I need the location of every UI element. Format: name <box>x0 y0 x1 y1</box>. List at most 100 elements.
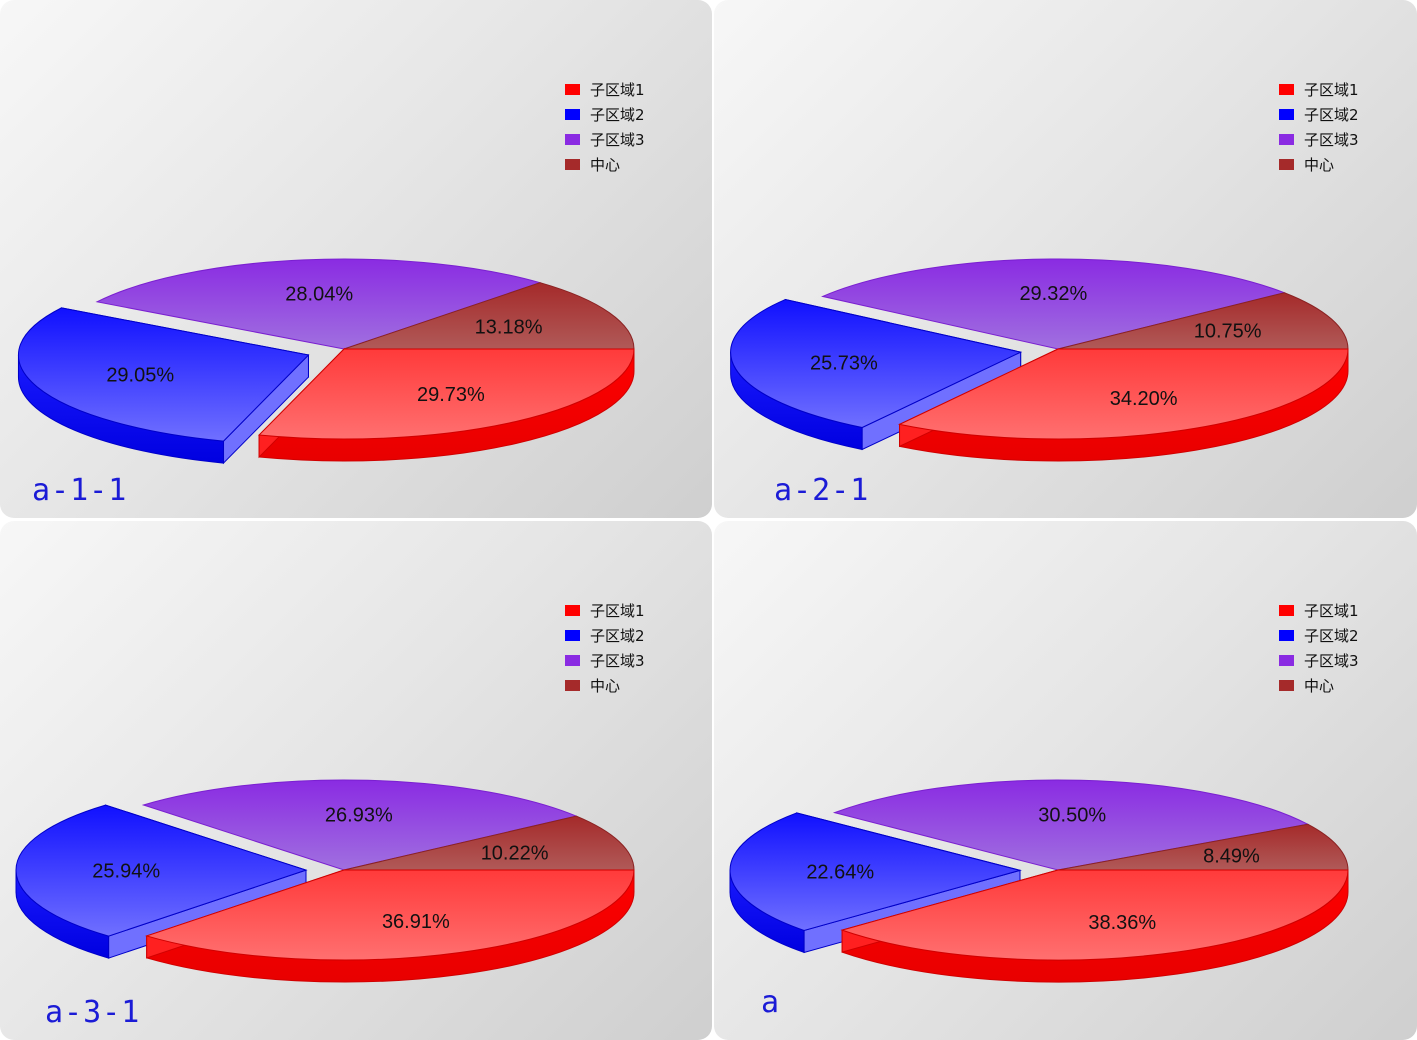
pie-slice-top <box>18 307 310 442</box>
chart-legend: 子区域1 子区域2 子区域3 中心 <box>565 77 645 177</box>
legend-item: 子区域3 <box>1279 648 1359 673</box>
legend-swatch <box>565 134 580 145</box>
legend-label: 中心 <box>1304 156 1335 174</box>
pie-slice-top <box>95 258 542 350</box>
legend-item: 子区域3 <box>1279 127 1359 152</box>
pie-slice-top <box>729 812 1022 931</box>
pie-slice-4 <box>1057 823 1349 871</box>
data-label: 29.05% <box>106 365 174 387</box>
pie-slices <box>15 779 635 983</box>
data-label: 36.91% <box>382 911 450 933</box>
legend-swatch <box>1279 134 1294 145</box>
pie-slice-top <box>343 815 635 871</box>
pie-slice-2 <box>17 307 310 465</box>
pie-slice-1 <box>257 347 635 462</box>
pie-slice-4 <box>343 815 635 871</box>
legend-item: 子区域1 <box>1279 77 1359 102</box>
data-label: 28.04% <box>285 284 353 306</box>
data-label: 22.64% <box>806 861 874 883</box>
legend-swatch <box>1279 630 1294 641</box>
pie-slice-top <box>343 282 635 350</box>
legend-item: 子区域1 <box>565 598 645 623</box>
data-label: 13.18% <box>475 317 543 339</box>
chart-title: a-1-1 <box>32 473 128 508</box>
pie-slice-top <box>821 258 1286 350</box>
pie-chart-2: 29.32% 10.75% 25.73% 34.20% <box>730 258 1349 462</box>
pie-slice-top <box>15 804 308 937</box>
chart-title: a-2-1 <box>774 473 870 508</box>
legend-label: 子区域1 <box>590 81 645 99</box>
legend-item: 子区域2 <box>1279 623 1359 648</box>
legend-item: 中心 <box>565 673 645 698</box>
pie-chart-1: 28.04% 13.18% 29.05% 29.73% <box>17 258 635 465</box>
pie-chart-panel-4: 30.50% 8.49% 22.64% 38.36% 子区域1 子区域2 子区域3 中… <box>714 521 1417 1040</box>
legend-item: 子区域1 <box>565 77 645 102</box>
legend-item: 中心 <box>1279 673 1359 698</box>
pie-slice-1 <box>144 869 635 983</box>
legend-label: 中心 <box>590 156 621 174</box>
legend-swatch <box>565 630 580 641</box>
pie-slice-4 <box>343 282 635 350</box>
legend-label: 子区域2 <box>1304 106 1359 124</box>
legend-item: 中心 <box>1279 152 1359 177</box>
pie-chart-panel-1: 28.04% 13.18% 29.05% 29.73% 子区域1 子区域2 子区域3 … <box>0 0 712 518</box>
chart-legend: 子区域1 子区域2 子区域3 中心 <box>1279 598 1359 698</box>
pie-chart-4: 30.50% 8.49% 22.64% 38.36% <box>729 779 1349 983</box>
data-label: 38.36% <box>1088 912 1156 934</box>
legend-label: 中心 <box>1304 677 1335 695</box>
chart-title: a-3-1 <box>45 995 141 1030</box>
legend-label: 子区域3 <box>590 131 645 149</box>
pie-slice-3 <box>141 779 578 871</box>
legend-swatch <box>565 109 580 120</box>
legend-swatch <box>565 159 580 170</box>
legend-label: 子区域2 <box>1304 627 1359 645</box>
legend-label: 子区域1 <box>590 602 645 620</box>
legend-swatch <box>565 84 580 95</box>
legend-label: 子区域2 <box>590 627 645 645</box>
pie-slice-3 <box>832 779 1310 871</box>
pie-slice-1 <box>840 869 1349 983</box>
legend-item: 子区域3 <box>565 127 645 152</box>
data-label: 10.75% <box>1194 321 1262 343</box>
pie-slice-top <box>840 869 1349 961</box>
legend-item: 中心 <box>565 152 645 177</box>
data-label: 10.22% <box>481 842 549 864</box>
pie-slices <box>17 258 635 465</box>
chart-legend: 子区域1 子区域2 子区域3 中心 <box>1279 77 1359 177</box>
data-label: 8.49% <box>1203 845 1260 867</box>
pie-chart-panel-3: 26.93% 10.22% 25.94% 36.91% 子区域1 子区域2 子区域3 … <box>0 521 712 1040</box>
pie-slice-top <box>1057 823 1349 871</box>
legend-item: 子区域2 <box>565 623 645 648</box>
legend-item: 子区域2 <box>1279 102 1359 127</box>
legend-swatch <box>1279 159 1294 170</box>
legend-swatch <box>565 680 580 691</box>
pie-slice-3 <box>821 258 1286 350</box>
legend-label: 子区域3 <box>590 652 645 670</box>
data-label: 26.93% <box>325 804 393 826</box>
data-label: 34.20% <box>1110 388 1178 410</box>
chart-legend: 子区域1 子区域2 子区域3 中心 <box>565 598 645 698</box>
legend-swatch <box>565 655 580 666</box>
legend-label: 子区域2 <box>590 106 645 124</box>
legend-swatch <box>1279 680 1294 691</box>
data-label: 30.50% <box>1038 804 1106 826</box>
data-label: 29.73% <box>417 384 485 406</box>
pie-slices <box>730 258 1349 462</box>
legend-label: 中心 <box>590 677 621 695</box>
legend-swatch <box>565 605 580 616</box>
legend-label: 子区域3 <box>1304 652 1359 670</box>
legend-label: 子区域1 <box>1304 602 1359 620</box>
data-label: 29.32% <box>1019 283 1087 305</box>
legend-label: 子区域3 <box>1304 131 1359 149</box>
legend-swatch <box>1279 109 1294 120</box>
pie-slice-3 <box>95 258 542 350</box>
legend-item: 子区域3 <box>565 648 645 673</box>
legend-item: 子区域2 <box>565 102 645 127</box>
pie-slice-top <box>141 779 578 871</box>
pie-slice-top <box>897 348 1349 440</box>
pie-slice-1 <box>897 348 1349 462</box>
pie-slice-top <box>832 779 1310 871</box>
pie-chart-3: 26.93% 10.22% 25.94% 36.91% <box>15 779 635 983</box>
data-label: 25.73% <box>810 352 878 374</box>
chart-title: a <box>761 985 781 1020</box>
